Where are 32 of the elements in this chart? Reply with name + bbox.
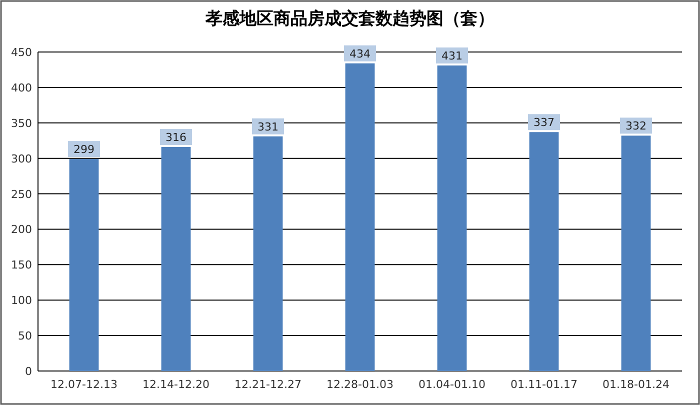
bar (69, 159, 99, 371)
bar (161, 146, 191, 371)
data-label: 331 (258, 120, 278, 134)
data-label: 431 (442, 49, 462, 62)
y-tick-label: 50 (18, 330, 32, 343)
x-tick-label: 01.18-01.24 (602, 378, 670, 391)
x-tick-label: 01.11-01.17 (510, 378, 578, 391)
y-tick-label: 450 (11, 46, 32, 59)
bar (437, 65, 467, 371)
x-tick-label: 12.21-12.27 (234, 378, 302, 391)
y-tick-label: 250 (11, 188, 32, 201)
data-label: 434 (350, 47, 370, 60)
y-tick-label: 0 (25, 365, 32, 378)
y-tick-label: 150 (11, 258, 32, 272)
y-tick-label: 350 (11, 116, 32, 130)
chart-title: 孝感地区商品房成交套数趋势图（套） (204, 9, 494, 29)
x-tick-label: 12.14-12.20 (142, 378, 210, 391)
bar (529, 132, 559, 371)
x-tick-label: 01.04-01.10 (418, 378, 486, 391)
bar (345, 63, 375, 371)
bar (253, 136, 283, 371)
y-tick-label: 200 (11, 223, 32, 236)
y-tick-label: 400 (11, 81, 32, 94)
y-tick-label: 100 (11, 294, 32, 308)
y-tick-label: 300 (11, 152, 32, 166)
data-label: 299 (74, 143, 94, 156)
data-label: 316 (166, 130, 186, 144)
x-tick-label: 12.07-12.13 (50, 378, 118, 391)
bar (621, 136, 651, 371)
x-tick-label: 12.28-01.03 (326, 378, 394, 391)
data-label: 332 (626, 120, 646, 133)
data-label: 337 (534, 116, 554, 130)
